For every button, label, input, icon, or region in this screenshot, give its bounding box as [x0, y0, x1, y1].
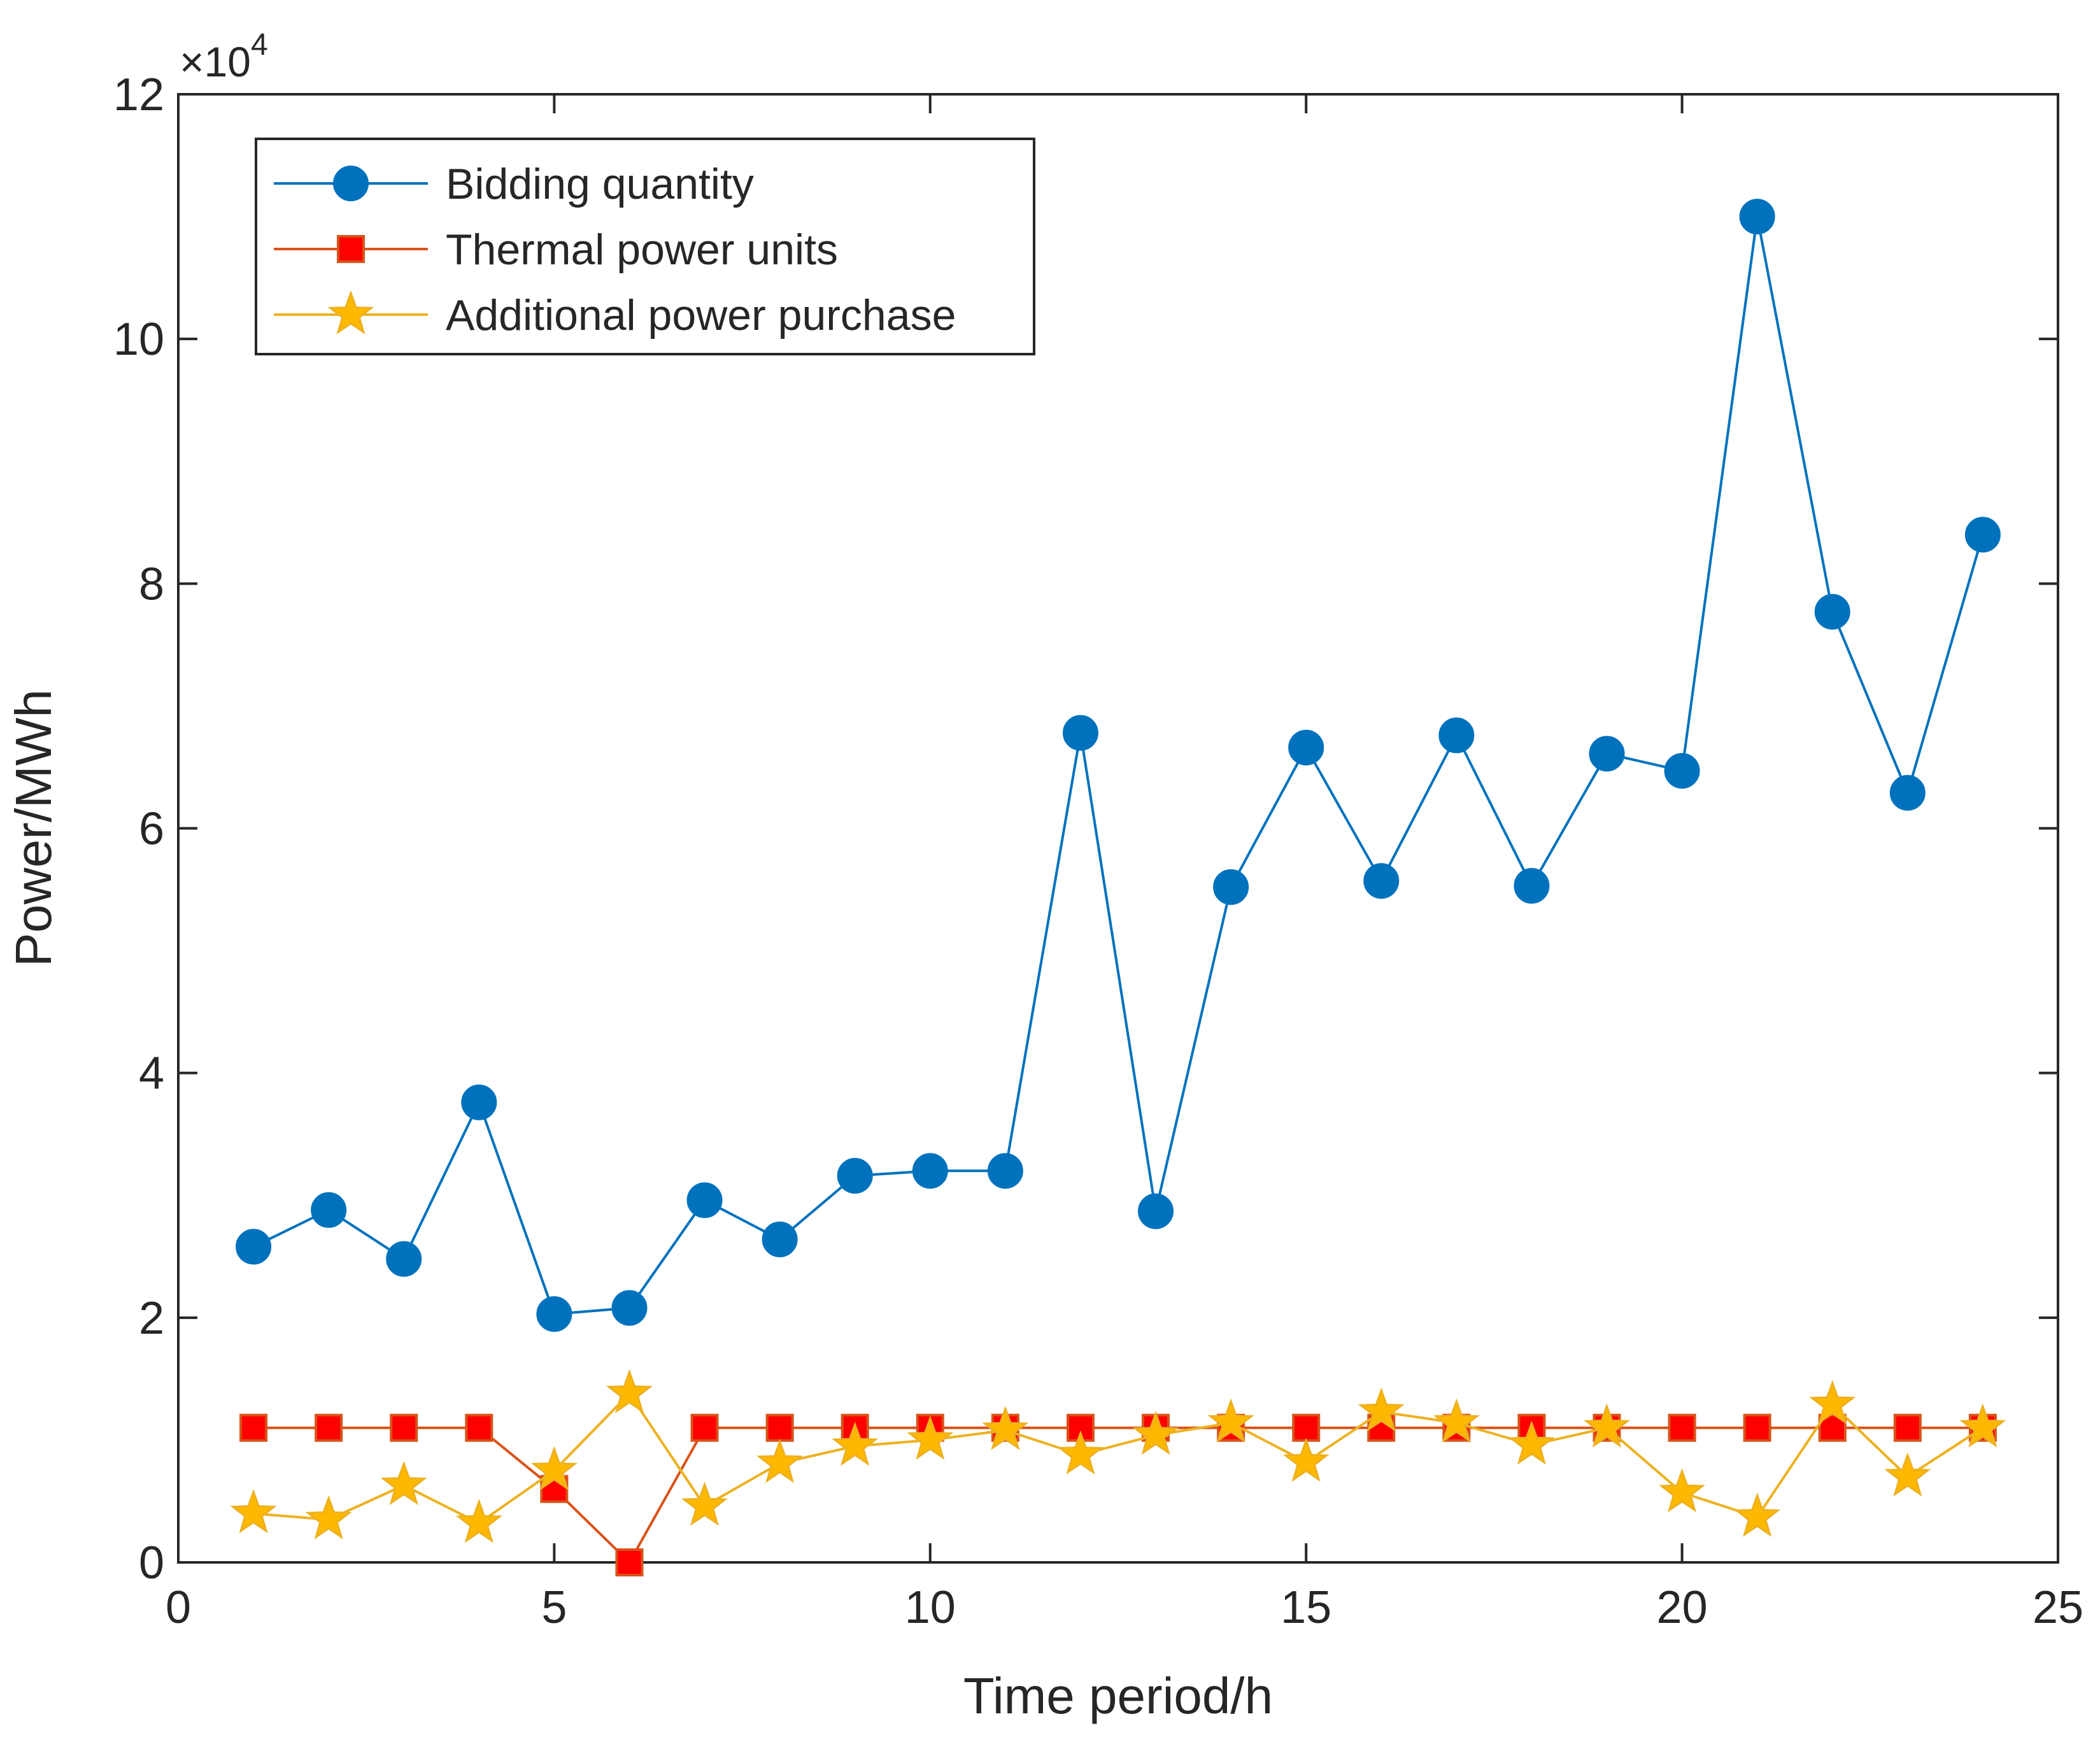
x-tick-label: 20 — [1657, 1582, 1708, 1633]
data-point-bidding-quantity — [1288, 729, 1324, 766]
data-point-additional-power-purchase — [1358, 1387, 1405, 1432]
data-point-bidding-quantity — [611, 1290, 648, 1326]
data-point-bidding-quantity — [1363, 863, 1400, 899]
y-axis-label: Power/MWh — [5, 689, 62, 967]
data-point-bidding-quantity — [1514, 867, 1550, 904]
data-point-additional-power-purchase — [1433, 1398, 1480, 1443]
data-point-additional-power-purchase — [1884, 1452, 1931, 1497]
data-point-additional-power-purchase — [1734, 1492, 1781, 1537]
series-line-bidding-quantity — [253, 215, 1984, 1316]
x-tick-label: 25 — [2033, 1582, 2083, 1633]
series-line-additional-power-purchase — [253, 1392, 1983, 1525]
data-point-additional-power-purchase — [1207, 1398, 1254, 1443]
x-axis-label: Time period/h — [963, 1667, 1273, 1724]
data-point-thermal-power-units — [690, 1413, 719, 1442]
y-axis-multiplier: ×104 — [180, 28, 268, 85]
data-point-bidding-quantity — [386, 1241, 422, 1277]
data-point-bidding-quantity — [236, 1229, 272, 1265]
data-point-additional-power-purchase — [530, 1446, 578, 1490]
data-point-additional-power-purchase — [832, 1422, 879, 1466]
y-multiplier-exponent: 4 — [251, 28, 268, 62]
series-layer — [230, 199, 2006, 1576]
data-point-bidding-quantity — [1664, 753, 1700, 789]
data-point-thermal-power-units — [1743, 1413, 1771, 1442]
data-point-additional-power-purchase — [1508, 1420, 1555, 1465]
x-tick-label: 15 — [1281, 1582, 1331, 1633]
legend-label-bidding-quantity: Bidding quantity — [446, 160, 754, 208]
y-multiplier-base: ×10 — [180, 38, 251, 85]
data-point-bidding-quantity — [461, 1084, 497, 1120]
axis-ticks: 0 5 10 15 20 25 0 2 4 6 8 10 12 — [113, 69, 2083, 1633]
data-point-bidding-quantity — [311, 1192, 347, 1228]
data-point-bidding-quantity — [1964, 517, 2001, 553]
data-point-bidding-quantity — [1814, 594, 1850, 630]
data-point-additional-power-purchase — [380, 1460, 427, 1506]
data-point-additional-power-purchase — [1584, 1403, 1631, 1448]
data-point-additional-power-purchase — [982, 1406, 1029, 1450]
data-point-additional-power-purchase — [1959, 1403, 2006, 1448]
data-point-bidding-quantity — [1438, 717, 1475, 753]
y-tick-label: 12 — [113, 69, 164, 120]
legend-marker-thermal-power-units — [337, 235, 365, 263]
data-point-bidding-quantity — [1213, 869, 1249, 905]
data-point-thermal-power-units — [315, 1413, 343, 1442]
legend-marker-additional-power-purchase — [327, 290, 374, 335]
legend-marker-bidding-quantity — [333, 166, 369, 201]
data-point-thermal-power-units — [615, 1548, 644, 1576]
data-point-additional-power-purchase — [230, 1488, 277, 1534]
x-tick-label: 5 — [541, 1582, 567, 1633]
data-point-bidding-quantity — [1589, 736, 1625, 772]
data-point-additional-power-purchase — [606, 1369, 653, 1413]
y-tick-label: 10 — [113, 314, 164, 365]
data-point-thermal-power-units — [239, 1413, 268, 1442]
data-point-bidding-quantity — [987, 1153, 1023, 1189]
legend-box — [255, 138, 1035, 355]
data-point-bidding-quantity — [1739, 199, 1775, 235]
data-point-thermal-power-units — [765, 1413, 794, 1442]
data-point-thermal-power-units — [390, 1413, 418, 1442]
series-additional-power-purchase — [230, 1369, 2006, 1543]
data-point-bidding-quantity — [912, 1153, 948, 1189]
series-bidding-quantity — [236, 199, 2001, 1332]
legend: Bidding quantity Thermal power units Addit… — [255, 138, 1035, 355]
data-point-additional-power-purchase — [1282, 1438, 1330, 1482]
data-point-bidding-quantity — [837, 1158, 873, 1194]
data-point-additional-power-purchase — [1057, 1430, 1104, 1475]
data-point-additional-power-purchase — [455, 1499, 502, 1543]
legend-label-thermal-power-units: Thermal power units — [446, 225, 838, 274]
data-point-thermal-power-units — [1893, 1413, 1922, 1442]
y-tick-label: 6 — [139, 804, 164, 855]
data-point-bidding-quantity — [1062, 715, 1098, 751]
data-point-additional-power-purchase — [305, 1495, 352, 1539]
data-point-bidding-quantity — [1138, 1193, 1174, 1229]
data-point-additional-power-purchase — [1659, 1468, 1706, 1513]
data-point-thermal-power-units — [465, 1413, 493, 1442]
data-point-additional-power-purchase — [1809, 1380, 1856, 1425]
y-tick-label: 8 — [139, 559, 164, 610]
y-tick-label: 0 — [139, 1538, 164, 1588]
legend-items: Bidding quantity Thermal power units Addit… — [274, 160, 956, 339]
data-point-additional-power-purchase — [681, 1481, 728, 1526]
data-point-bidding-quantity — [686, 1182, 723, 1218]
data-point-bidding-quantity — [1889, 775, 1926, 811]
x-tick-label: 10 — [905, 1582, 956, 1633]
data-point-thermal-power-units — [1668, 1413, 1696, 1442]
x-tick-label: 0 — [166, 1582, 191, 1633]
data-point-bidding-quantity — [762, 1221, 798, 1257]
data-point-additional-power-purchase — [756, 1439, 804, 1483]
data-point-thermal-power-units — [1292, 1413, 1321, 1442]
y-tick-label: 4 — [139, 1048, 164, 1099]
data-point-bidding-quantity — [536, 1296, 572, 1332]
legend-label-additional-power-purchase: Additional power purchase — [446, 291, 956, 339]
data-point-additional-power-purchase — [907, 1415, 954, 1460]
data-point-additional-power-purchase — [1132, 1410, 1179, 1455]
y-tick-label: 2 — [139, 1293, 164, 1344]
